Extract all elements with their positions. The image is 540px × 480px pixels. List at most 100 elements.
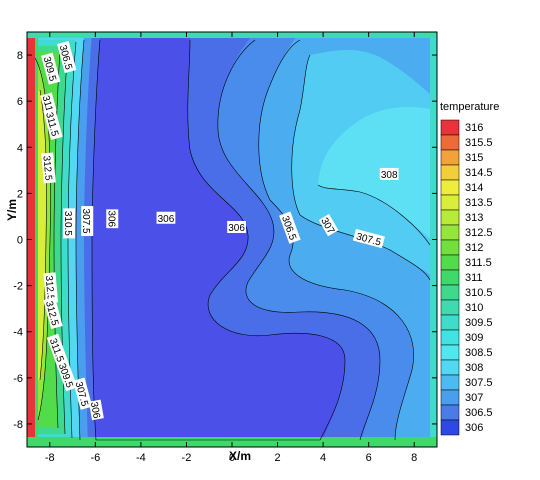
legend-label: 314.5 xyxy=(465,167,493,179)
contour-label-bg xyxy=(352,228,385,249)
contour-label-text: 306 xyxy=(158,214,175,225)
contour-label-text: 307.5 xyxy=(80,209,91,234)
x-tick-label: -4 xyxy=(136,452,146,464)
legend-label: 307.5 xyxy=(465,377,493,389)
legend: 316 315.5 315 314.5 314 313.5 313 312.5 312 311.5… xyxy=(440,119,493,436)
contour-label-bg xyxy=(318,214,339,237)
legend-label: 311.5 xyxy=(465,257,492,269)
x-tick-label: 6 xyxy=(366,452,372,464)
hot-strip-left-2 xyxy=(35,32,38,447)
contour-label: 312.5 xyxy=(43,272,59,304)
legend-label: 313 xyxy=(465,212,483,224)
contour-label-text: 306 xyxy=(88,401,102,420)
contour-306-5 xyxy=(217,39,381,441)
legend-swatch xyxy=(440,239,460,256)
contour-label-text: 311 xyxy=(40,94,55,113)
legend-swatch xyxy=(440,329,460,346)
legend-swatch xyxy=(440,299,460,316)
contour-label-bg xyxy=(41,152,56,184)
y-tick-label: -4 xyxy=(13,327,23,339)
legend-swatch xyxy=(440,134,460,151)
contour-label-bg xyxy=(81,206,94,237)
contour-label-bg xyxy=(379,167,399,180)
contour-label-text: 312.5 xyxy=(40,155,53,181)
contour-306 xyxy=(91,39,346,441)
legend-swatch xyxy=(440,419,460,436)
contour-label-bg xyxy=(43,272,59,304)
contour-label-bg xyxy=(88,399,104,421)
contour-left-f xyxy=(39,89,47,381)
contour-label: 307.5 xyxy=(80,206,94,237)
y-tick-label: -6 xyxy=(13,373,23,385)
legend-swatch xyxy=(440,209,460,226)
x-tick-label: 4 xyxy=(320,452,326,464)
y-tick-label: -8 xyxy=(13,419,23,431)
legend-swatch xyxy=(440,179,460,196)
legend-label: 310.5 xyxy=(465,287,493,299)
contour-left-d xyxy=(53,51,61,429)
contour-label: 306 xyxy=(88,399,104,421)
legend-swatch xyxy=(440,254,460,271)
contour-label-bg xyxy=(46,333,69,366)
contour-label-bg xyxy=(57,41,77,74)
x-tick-label: -8 xyxy=(45,452,55,464)
legend-label: 308.5 xyxy=(465,347,493,359)
legend-label: 311 xyxy=(465,272,483,284)
x-tick-label: 2 xyxy=(274,452,280,464)
y-tick-label: 2 xyxy=(17,188,23,200)
legend-title: temperature xyxy=(440,101,499,113)
legend-label: 306 xyxy=(465,422,483,434)
legend-label: 306.5 xyxy=(465,407,493,419)
legend-label: 315.5 xyxy=(465,137,493,149)
contour-label: 306 xyxy=(156,211,176,225)
x-tick-label: 8 xyxy=(411,452,417,464)
legend-swatch xyxy=(440,194,460,211)
legend-swatch xyxy=(440,404,460,421)
contour-label-bg xyxy=(106,209,119,229)
legend-label: 308 xyxy=(465,362,483,374)
x-tick-label: -2 xyxy=(182,452,192,464)
legend-swatch xyxy=(440,359,460,376)
contour-label-bg xyxy=(55,359,78,392)
y-tick-label: -2 xyxy=(13,281,23,293)
legend-swatch xyxy=(440,314,460,331)
x-axis: -8 -6 -4 -2 0 2 4 6 8 xyxy=(45,32,417,464)
legend-label: 315 xyxy=(465,152,483,164)
contour-label-bg xyxy=(227,220,246,233)
legend-swatch xyxy=(440,374,460,391)
contour-label: 308 xyxy=(379,167,399,181)
contour-label-bg xyxy=(43,296,63,330)
x-axis-label: X/m xyxy=(229,449,251,463)
legend-swatch xyxy=(440,149,460,166)
contour-308 xyxy=(317,184,431,246)
contour-label-bg xyxy=(40,92,57,114)
legend-label: 309 xyxy=(465,332,483,344)
legend-label: 312 xyxy=(465,242,483,254)
contour-label-text: 310.5 xyxy=(62,211,73,236)
contour-label: 311 xyxy=(40,92,57,114)
y-tick-label: 0 xyxy=(17,235,23,247)
x-tick-label: -6 xyxy=(90,452,100,464)
legend-swatch xyxy=(440,269,460,286)
contour-label-bg xyxy=(43,107,63,141)
contour-label-text: 312.5 xyxy=(43,275,56,301)
legend-label: 309.5 xyxy=(465,317,493,329)
contour-label-bg xyxy=(41,52,61,85)
y-tick-label: 4 xyxy=(17,142,23,154)
band-308-inner xyxy=(318,107,437,246)
contour-label-bg xyxy=(63,208,75,239)
y-tick-label: 6 xyxy=(17,96,23,108)
contour-label: 310.5 xyxy=(62,208,75,239)
contour-label: 306 xyxy=(227,220,246,234)
legend-swatch xyxy=(440,224,460,241)
contour-307 xyxy=(258,39,414,441)
contour-label-text: 306 xyxy=(228,223,245,234)
y-axis-label: Y/m xyxy=(5,199,19,221)
x-tick-label: 0 xyxy=(229,452,235,464)
y-tick-label: 8 xyxy=(17,50,23,62)
legend-swatch xyxy=(440,284,460,301)
legend-swatch xyxy=(440,164,460,181)
legend-swatch xyxy=(440,119,460,136)
y-axis: -8 -6 -4 -2 0 2 4 6 8 xyxy=(13,50,437,431)
